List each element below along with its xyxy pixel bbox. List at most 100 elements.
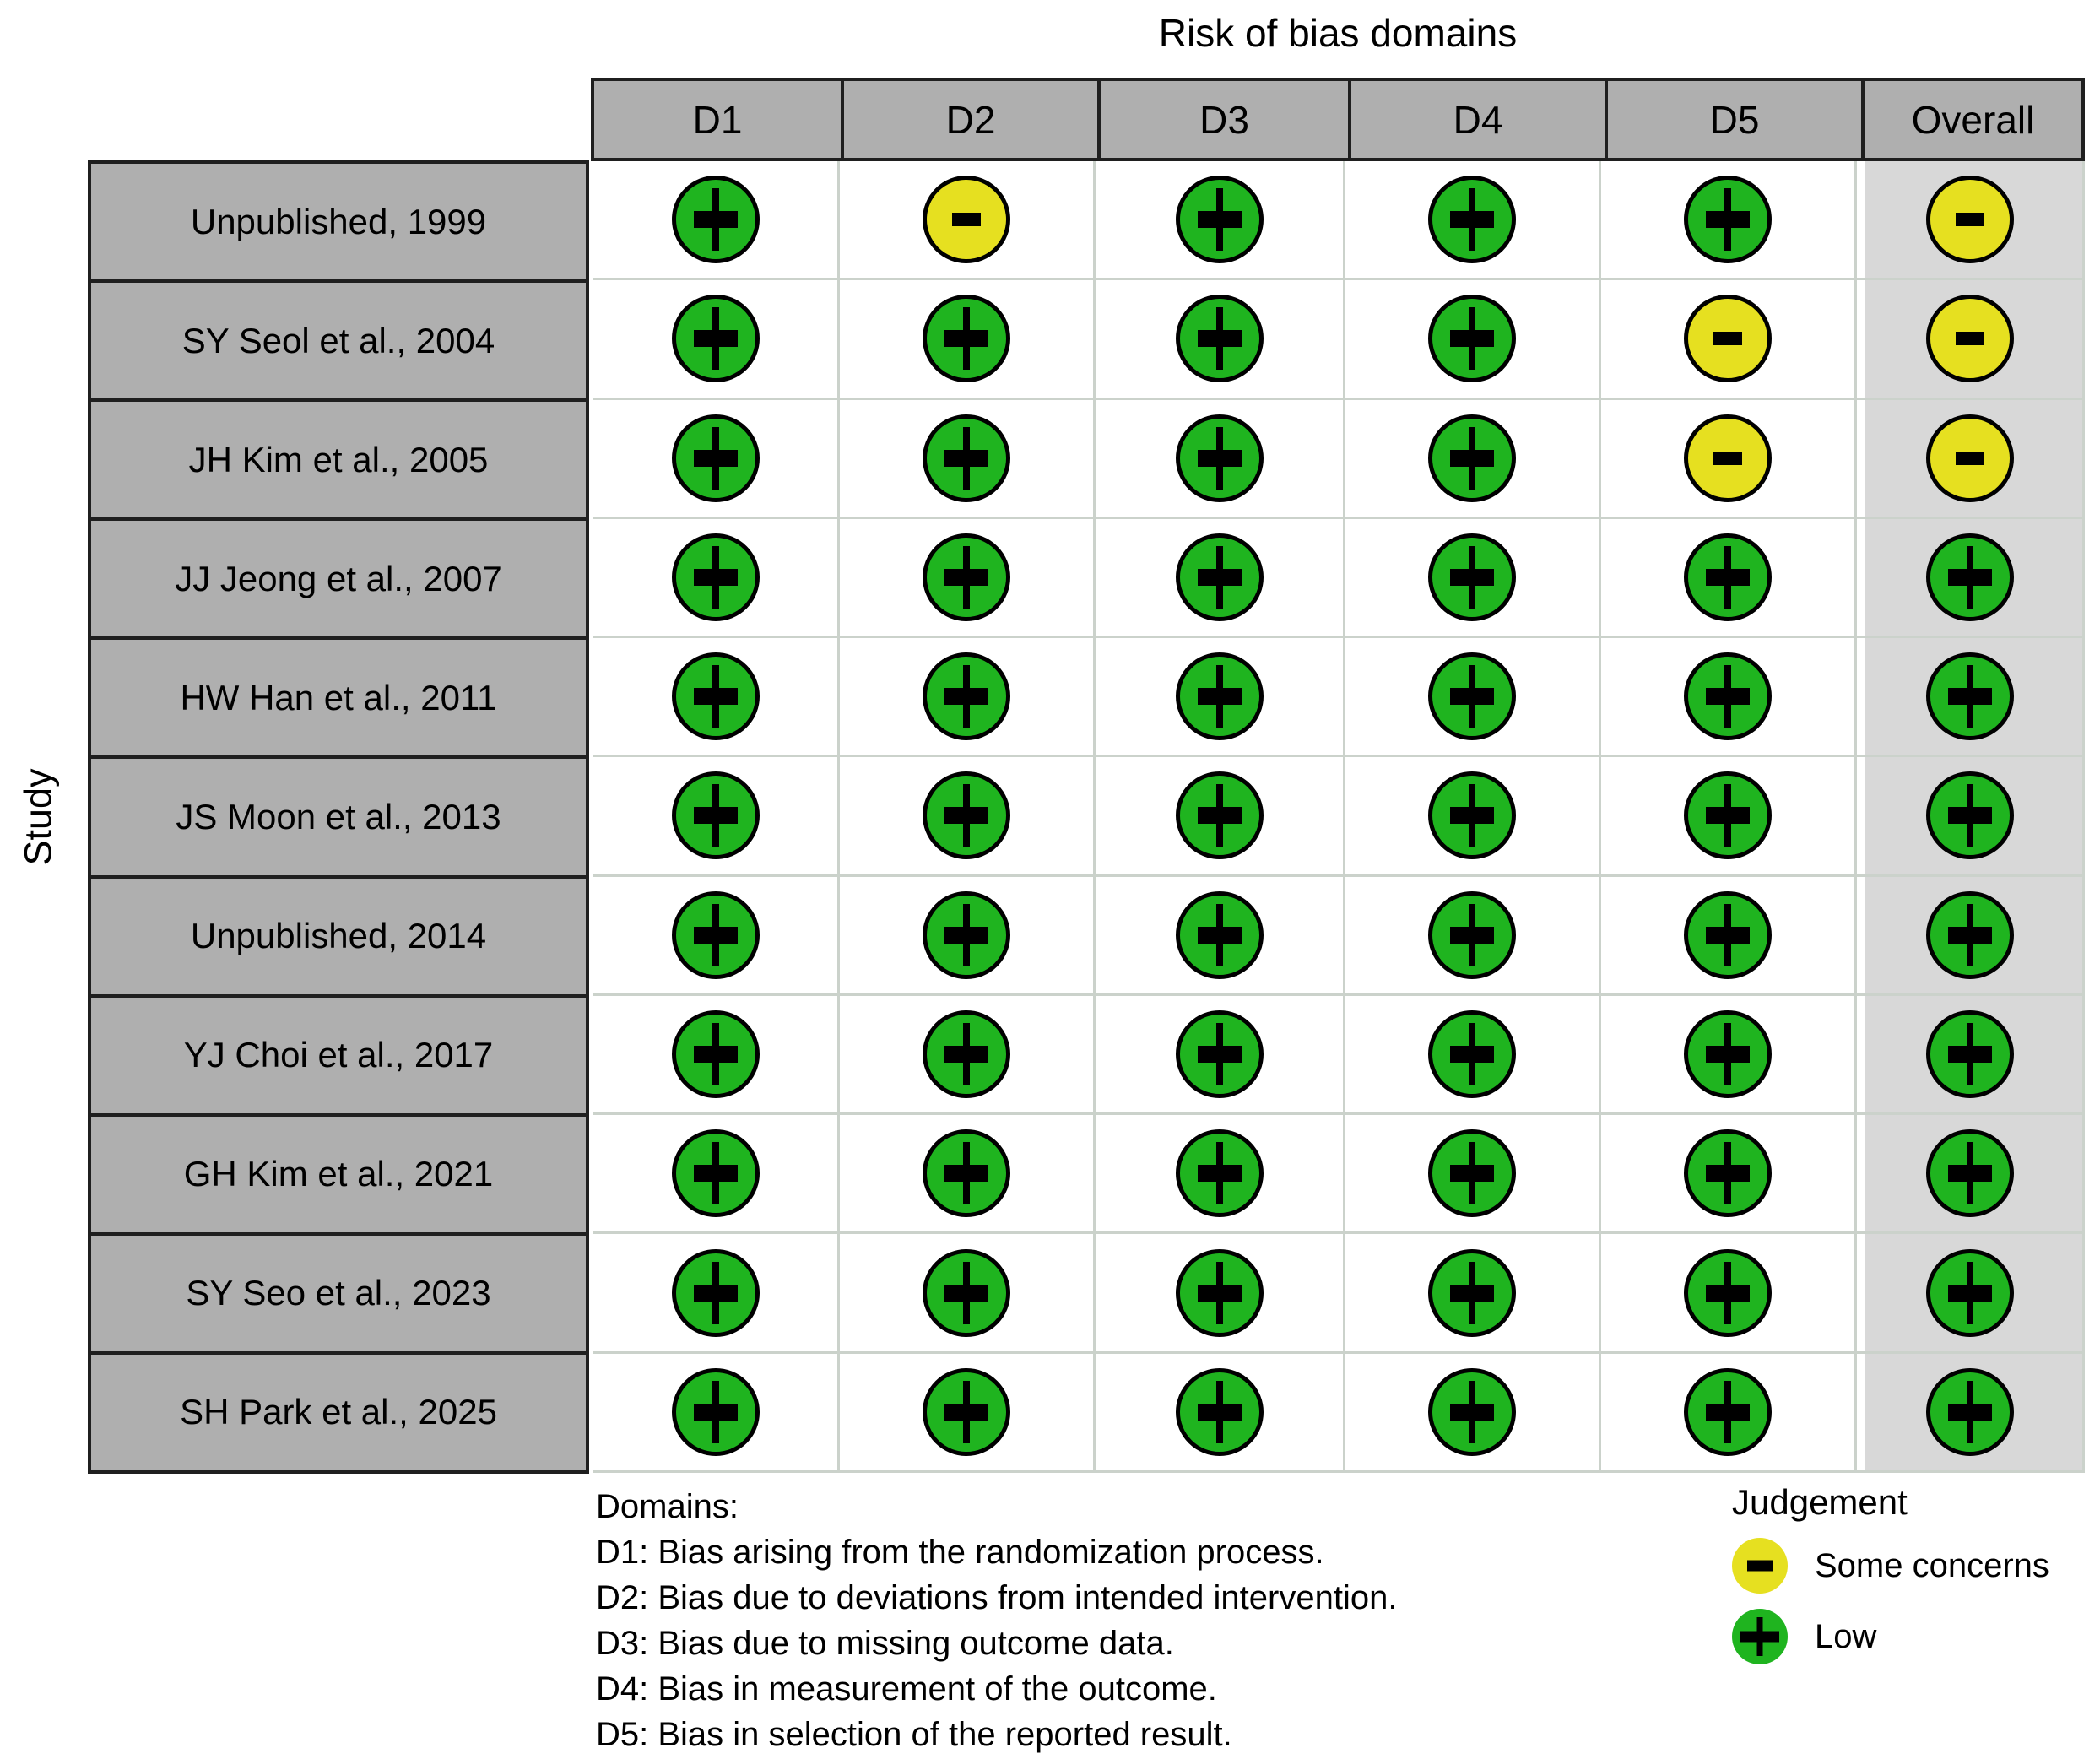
rating-cell: [840, 1115, 1093, 1232]
rating-cell: [593, 876, 837, 993]
rating-cell: [1857, 1115, 2082, 1232]
rating-cell: [1601, 876, 1854, 993]
rating-cell: [840, 280, 1093, 398]
low-risk-icon: [923, 652, 1010, 741]
footnote-d1: D1: Bias arising from the randomization …: [596, 1534, 1324, 1571]
study-label-column: Unpublished, 1999 SY Seol et al., 2004 JH …: [88, 160, 589, 1474]
rating-cell: [1096, 757, 1343, 874]
figure-title: Risk of bias domains: [1158, 11, 1518, 55]
low-risk-icon: [1428, 414, 1516, 502]
plus-symbol: [1947, 568, 1992, 586]
low-risk-icon: [671, 771, 760, 860]
study-label: GH Kim et al., 2021: [91, 1116, 586, 1232]
some-concerns-icon: [1684, 414, 1772, 502]
rating-cell: [840, 876, 1093, 993]
rating-cell: [1857, 161, 2082, 279]
low-risk-icon: [671, 1129, 760, 1218]
rating-cell: [1096, 1115, 1343, 1232]
plus-symbol: [1450, 330, 1494, 348]
rating-cell: [1345, 518, 1599, 636]
rating-cell: [593, 1115, 837, 1232]
low-risk-icon: [923, 890, 1010, 979]
plus-symbol: [693, 449, 738, 467]
rating-cell: [1857, 399, 2082, 517]
footnote-d3: D3: Bias due to missing outcome data.: [596, 1625, 1174, 1662]
plus-symbol: [1450, 1284, 1494, 1302]
low-risk-icon: [671, 1010, 760, 1099]
low-risk-icon: [1428, 295, 1516, 383]
rating-cell: [1096, 995, 1343, 1113]
rating-cell: [840, 1234, 1093, 1351]
legend-item-some-concerns: Some concerns: [1732, 1538, 2049, 1594]
rating-cell: [1601, 518, 1854, 636]
low-risk-icon: [671, 652, 760, 741]
rating-cell: [1857, 518, 2082, 636]
rating-cell: [1345, 638, 1599, 755]
plus-symbol: [693, 1284, 738, 1302]
plus-symbol: [1706, 926, 1750, 944]
plus-symbol: [693, 926, 738, 944]
plus-symbol: [1706, 1165, 1750, 1183]
rating-cell: [1096, 161, 1343, 279]
legend-item-low: Low: [1732, 1609, 2049, 1664]
plus-symbol: [1947, 1046, 1992, 1064]
low-risk-icon: [1428, 1010, 1516, 1099]
plus-symbol: [944, 1165, 988, 1183]
footnote-heading: Domains:: [596, 1488, 739, 1525]
plus-symbol: [1450, 688, 1494, 706]
y-axis-label: Study: [5, 161, 73, 1473]
plus-symbol: [1450, 1046, 1494, 1064]
plus-symbol: [944, 568, 988, 586]
low-risk-icon: [1175, 1367, 1264, 1456]
rating-cell: [1601, 638, 1854, 755]
low-risk-icon: [1428, 1129, 1516, 1218]
low-risk-icon: [923, 414, 1010, 502]
rating-cell: [1096, 638, 1343, 755]
rating-cell: [840, 995, 1093, 1113]
low-risk-icon: [1175, 1010, 1264, 1099]
plus-symbol: [1706, 1284, 1750, 1302]
low-risk-icon: [1732, 1609, 1788, 1664]
rating-cell: [593, 1234, 837, 1351]
rating-cell: [593, 995, 837, 1113]
plus-symbol: [944, 1284, 988, 1302]
plus-symbol: [693, 1046, 738, 1064]
plus-symbol: [1450, 449, 1494, 467]
domain-footnotes: Domains: D1: Bias arising from the rando…: [596, 1484, 1397, 1757]
low-risk-icon: [1925, 533, 2014, 621]
study-label: Unpublished, 2014: [91, 878, 586, 994]
legend-label-low: Low: [1815, 1617, 1877, 1655]
rating-cell: [1345, 876, 1599, 993]
plus-symbol: [693, 1165, 738, 1183]
column-header-d2: D2: [844, 81, 1097, 158]
plus-symbol: [1706, 688, 1750, 706]
plus-symbol: [693, 688, 738, 706]
low-risk-icon: [923, 1129, 1010, 1218]
rating-cell: [593, 757, 837, 874]
some-concerns-icon: [1925, 295, 2014, 383]
rating-cell: [593, 518, 837, 636]
rating-cell: [1601, 1353, 1854, 1470]
low-risk-icon: [1175, 771, 1264, 860]
plus-symbol: [1197, 330, 1242, 348]
low-risk-icon: [671, 1367, 760, 1456]
ratings-grid: [593, 161, 2085, 1473]
plus-symbol: [1197, 568, 1242, 586]
rating-cell: [1345, 399, 1599, 517]
minus-symbol: [1955, 451, 1984, 465]
column-header-d1: D1: [594, 81, 841, 158]
rating-cell: [1345, 757, 1599, 874]
rating-cell: [1345, 161, 1599, 279]
rating-cell: [1601, 1115, 1854, 1232]
plus-symbol: [1197, 688, 1242, 706]
rating-cell: [840, 638, 1093, 755]
rating-cell: [1601, 757, 1854, 874]
study-label: JJ Jeong et al., 2007: [91, 521, 586, 637]
plus-symbol: [1197, 449, 1242, 467]
plus-symbol: [1947, 1403, 1992, 1421]
low-risk-icon: [1428, 533, 1516, 621]
plus-symbol: [944, 449, 988, 467]
column-header-d5: D5: [1608, 81, 1861, 158]
low-risk-icon: [1428, 652, 1516, 741]
